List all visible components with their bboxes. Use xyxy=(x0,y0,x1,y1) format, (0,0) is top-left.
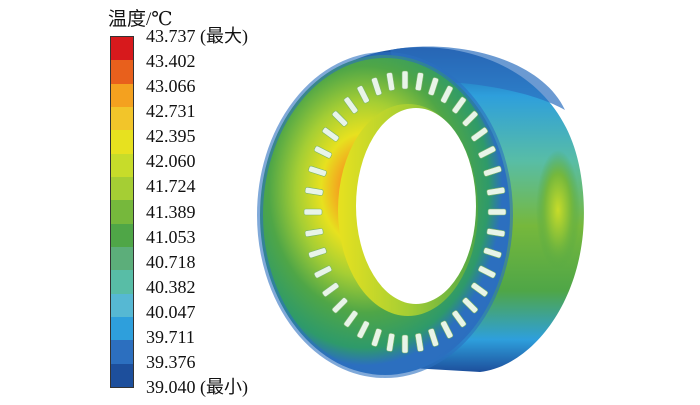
color-scale-bar xyxy=(110,36,134,388)
stator-slot xyxy=(371,328,383,347)
front-face-edge xyxy=(257,52,513,378)
legend-title: 温度/℃ xyxy=(108,9,173,30)
color-scale-segment xyxy=(111,200,133,224)
color-scale-tick-label: 43.737 (最大) xyxy=(146,26,248,46)
color-scale-segment xyxy=(111,130,133,154)
color-scale-tick-label: 42.731 xyxy=(146,101,196,122)
color-scale-segment xyxy=(111,83,133,107)
stator-slot xyxy=(343,310,359,328)
color-scale-tick-label: 40.047 xyxy=(146,301,196,322)
color-scale-segment xyxy=(111,270,133,294)
stator-slot xyxy=(386,333,395,352)
stator-slot xyxy=(322,127,340,142)
color-scale-tick-label: 42.060 xyxy=(146,151,196,172)
stator-slot xyxy=(427,77,439,96)
stator-slot xyxy=(451,96,467,114)
stator-slot xyxy=(371,77,383,96)
color-scale-segment xyxy=(111,340,133,364)
stator-slot xyxy=(451,310,467,328)
stator-slot xyxy=(415,333,424,352)
color-scale-segment xyxy=(111,223,133,247)
color-scale-tick-label: 40.718 xyxy=(146,251,196,272)
stator-slot xyxy=(483,165,502,177)
stator-slot xyxy=(486,228,506,237)
color-scale-segment xyxy=(111,60,133,84)
stator-slot xyxy=(304,228,324,237)
stator-slot xyxy=(322,282,340,297)
color-scale-tick-label: 39.711 xyxy=(146,326,195,347)
stator-slot xyxy=(483,247,502,259)
stator-slot xyxy=(470,127,488,142)
color-scale-segment xyxy=(111,246,133,271)
stator-slot xyxy=(356,85,370,104)
color-scale-tick-label: 41.389 xyxy=(146,201,196,222)
color-scale-segment xyxy=(111,363,133,387)
stator-slot xyxy=(427,328,439,347)
stator-slot xyxy=(462,110,479,127)
stator-slot xyxy=(308,165,327,177)
stator-slot xyxy=(401,334,409,354)
color-scale-segment xyxy=(111,106,133,131)
stator-slot xyxy=(401,70,409,90)
stator-slot xyxy=(462,297,479,314)
stator-slot xyxy=(303,208,323,216)
bore-opening xyxy=(356,108,476,304)
color-scale-tick-label: 41.724 xyxy=(146,176,196,197)
stator-slot xyxy=(331,297,348,314)
color-scale-segment xyxy=(111,153,133,177)
outer-side-hotspot xyxy=(536,150,580,270)
stator-slot xyxy=(314,145,332,159)
stator-slot xyxy=(331,110,348,127)
color-scale-tick-label: 41.053 xyxy=(146,226,196,247)
stator-slot xyxy=(440,85,454,104)
stator-slot xyxy=(440,320,454,339)
color-scale-tick-label: 39.376 xyxy=(146,351,196,372)
color-scale-segment xyxy=(111,176,133,201)
stator-slot xyxy=(304,187,324,196)
stator-slot xyxy=(478,145,496,159)
color-scale-segment xyxy=(111,293,133,317)
stator-slot xyxy=(356,320,370,339)
stator-slots xyxy=(303,70,507,354)
color-scale-tick-label: 40.382 xyxy=(146,276,196,297)
color-scale-segment xyxy=(111,37,133,61)
color-scale-tick-label: 42.395 xyxy=(146,126,196,147)
stator-slot xyxy=(308,247,327,259)
stator-temperature-model xyxy=(257,46,584,378)
color-scale-tick-label: 39.040 (最小) xyxy=(146,377,248,397)
stator-slot xyxy=(470,282,488,297)
color-scale-tick-label: 43.402 xyxy=(146,51,196,72)
stator-slot xyxy=(343,96,359,114)
stator-slot xyxy=(314,265,332,279)
stator-slot xyxy=(486,187,506,196)
stator-slot xyxy=(487,208,507,216)
stator-slot xyxy=(415,72,424,91)
color-scale-segment xyxy=(111,316,133,341)
outer-shell-top-band xyxy=(390,46,565,110)
color-scale-tick-label: 43.066 xyxy=(146,76,196,97)
stator-slot xyxy=(478,265,496,279)
stator-slot xyxy=(386,72,395,91)
